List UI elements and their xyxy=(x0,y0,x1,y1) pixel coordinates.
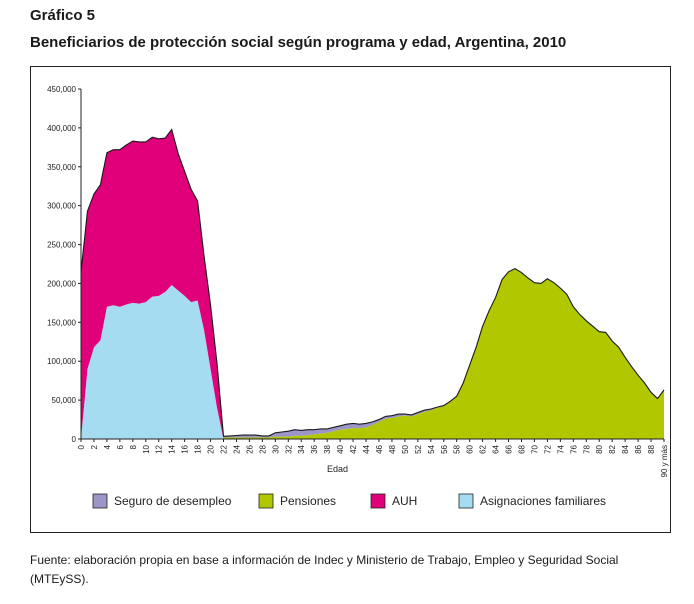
source-note: Fuente: elaboración propia en base a inf… xyxy=(30,553,619,586)
x-tick-label: 26 xyxy=(245,444,254,453)
legend-swatch-asignaciones-familiares xyxy=(458,493,474,509)
y-tick-label: 350,000 xyxy=(47,163,76,172)
x-tick-label: 20 xyxy=(207,444,216,453)
total-outline xyxy=(80,128,665,437)
x-tick-label: 84 xyxy=(621,444,630,453)
x-tick-label: 86 xyxy=(634,444,643,453)
x-tick-label: 8 xyxy=(129,444,138,449)
x-tick-label: 4 xyxy=(103,444,112,449)
x-tick-label: 38 xyxy=(323,444,332,453)
area-asignaciones-familiares xyxy=(81,285,664,439)
x-tick-label: 70 xyxy=(530,444,539,453)
legend-swatch-pensiones xyxy=(258,493,274,509)
x-tick-label: 50 xyxy=(401,444,410,453)
x-tick-label: 62 xyxy=(479,444,488,453)
y-tick-label: 200,000 xyxy=(47,279,76,288)
x-tick-label: 36 xyxy=(310,444,319,453)
x-tick-label: 76 xyxy=(569,444,578,453)
y-tick-label: 50,000 xyxy=(52,396,77,405)
legend-label-pensiones: Pensiones xyxy=(280,494,336,508)
x-tick-label: 90 y más xyxy=(660,445,669,477)
legend-swatch-auh xyxy=(370,493,386,509)
x-tick-label: 88 xyxy=(647,444,656,453)
x-tick-label: 2 xyxy=(90,444,99,449)
x-tick-label: 22 xyxy=(220,444,229,453)
x-tick-label: 72 xyxy=(543,444,552,453)
x-tick-label: 30 xyxy=(271,444,280,453)
x-tick-label: 48 xyxy=(388,444,397,453)
x-tick-label: 60 xyxy=(466,444,475,453)
x-tick-label: 44 xyxy=(362,444,371,453)
x-tick-label: 16 xyxy=(181,444,190,453)
x-tick-label: 66 xyxy=(505,444,514,453)
x-tick-label: 80 xyxy=(595,444,604,453)
x-tick-label: 46 xyxy=(375,444,384,453)
x-tick-label: 24 xyxy=(232,444,241,453)
area-auh xyxy=(81,129,664,439)
y-tick-label: 150,000 xyxy=(47,318,76,327)
area-pensiones xyxy=(81,129,664,439)
x-tick-label: 14 xyxy=(168,444,177,453)
figure-title: Beneficiarios de protección social según… xyxy=(30,34,567,51)
x-tick-label: 28 xyxy=(258,444,267,453)
x-tick-label: 64 xyxy=(492,444,501,453)
legend-label-asignaciones-familiares: Asignaciones familiares xyxy=(480,494,606,508)
legend-label-auh: AUH xyxy=(392,494,417,508)
x-tick-label: 82 xyxy=(608,444,617,453)
chart-frame: 0 50,000 100,000 150,000 200,000 250,000 300,0… xyxy=(30,66,671,533)
x-tick-label: 54 xyxy=(427,444,436,453)
y-tick-label: 400,000 xyxy=(47,124,76,133)
x-tick-label: 12 xyxy=(155,444,164,453)
x-tick-label: 18 xyxy=(194,444,203,453)
y-tick-label: 100,000 xyxy=(47,357,76,366)
x-tick-label: 34 xyxy=(297,444,306,453)
y-tick-label: 450,000 xyxy=(47,85,76,94)
x-tick-label: 10 xyxy=(142,444,151,453)
x-tick-label: 52 xyxy=(414,444,423,453)
legend-swatch-seguro-de-desempleo xyxy=(92,493,108,509)
x-tick-label: 42 xyxy=(349,444,358,453)
y-tick-label: 250,000 xyxy=(47,241,76,250)
x-axis-title: Edad xyxy=(327,464,348,474)
figure-label: Gráfico 5 xyxy=(30,7,96,24)
x-tick-label: 78 xyxy=(582,444,591,453)
x-tick-label: 6 xyxy=(116,444,125,449)
legend-label-seguro-de-desempleo: Seguro de desempleo xyxy=(114,494,232,508)
x-tick-label: 74 xyxy=(556,444,565,453)
x-tick-label: 40 xyxy=(336,444,345,453)
x-tick-label: 68 xyxy=(517,444,526,453)
x-tick-label: 32 xyxy=(284,444,293,453)
x-tick-label: 0 xyxy=(77,444,86,449)
stacked-area-chart: 0 50,000 100,000 150,000 200,000 250,000 300,0… xyxy=(47,85,669,509)
x-tick-label: 56 xyxy=(440,444,449,453)
x-tick-label: 58 xyxy=(453,444,462,453)
y-tick-label: 0 xyxy=(72,435,77,444)
y-tick-label: 300,000 xyxy=(47,202,76,211)
